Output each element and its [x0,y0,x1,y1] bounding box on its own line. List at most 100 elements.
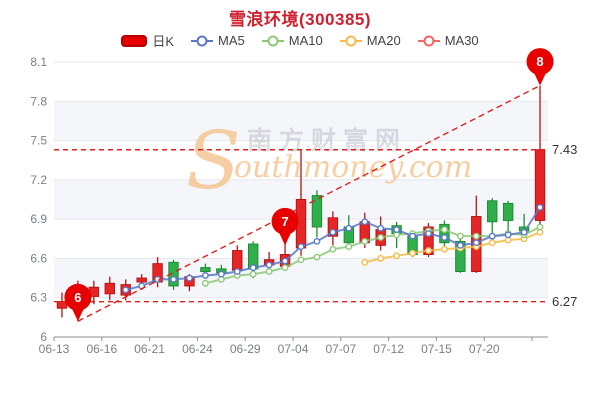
y-axis-label: 6.3 [30,291,47,305]
x-axis-label: 07-15 [421,342,452,356]
ma5-point [520,228,528,236]
ma5-point [441,234,448,241]
x-axis-label: 07-07 [325,342,356,356]
ma10-point [345,243,353,251]
ma5-point [456,241,464,249]
ma10-point [249,270,257,278]
watermark-en: outhmoney.com [234,150,472,185]
legend-label: MA5 [218,33,245,48]
candle-07-05[interactable] [311,195,323,228]
x-axis-label: 06-29 [230,342,261,356]
ma10-point [201,279,209,287]
legend-label: 日K [152,34,175,49]
ma10-point [456,232,464,240]
candle-06-20[interactable] [136,277,147,283]
ma5-point [313,238,321,245]
ref-line-label: 7.43 [552,142,577,157]
candle-07-21[interactable] [502,202,514,221]
x-axis-label: 06-13 [39,342,70,356]
candle-06-28[interactable] [232,250,243,271]
candle-06-24[interactable] [200,267,211,273]
trend-line [77,84,541,322]
x-axis-label: 06-24 [182,342,213,356]
ma10-point [281,264,289,271]
ma10-point [536,223,544,231]
ma5-point [249,264,257,271]
candlestick-swatch-icon [121,34,148,47]
ma5-point [297,243,305,251]
ma10-point [329,245,337,253]
ma5-point [281,257,289,265]
candle-07-15[interactable] [439,223,450,244]
ma10-point [265,268,273,275]
ma5-point [504,231,512,239]
ma5-point [472,239,480,247]
ma10-point [472,232,480,240]
ma20-point [425,247,432,254]
ma5-point [233,268,241,275]
ma5-point [425,230,432,237]
marker-pin-label: 6 [74,290,81,305]
ma5-point [361,218,369,226]
legend: 日K MA5 MA10 MA20 MA30 [0,31,600,50]
legend-item-ma10[interactable]: MA10 [261,33,323,48]
ma5-point [122,286,130,294]
y-axis-label: 7.2 [30,173,47,187]
ma10-line [205,226,541,285]
y-axis-label: 6.6 [30,251,47,265]
ma20-point [377,255,385,262]
legend-item-ma5[interactable]: MA5 [191,33,245,48]
ma20-point [488,239,496,247]
marker-pin-8 [526,48,554,76]
ma10-point [297,256,305,264]
x-axis-label: 07-04 [278,342,309,356]
y-axis-label: 7.5 [30,134,47,148]
ma5-point [186,274,193,282]
y-axis-label: 8.1 [30,55,47,69]
chart-title: 雪浪环境(300385) [228,10,372,29]
ma5-point [377,224,385,232]
watermark-logo-icon: S [186,114,241,207]
ma5-point [409,232,416,240]
candle-06-13[interactable] [56,301,68,309]
candle-07-20[interactable] [487,200,498,223]
legend-item-dayk[interactable]: 日K [121,31,174,50]
x-axis-label: 07-20 [469,342,500,356]
ma5-point [329,228,337,236]
y-axis-label: 7.8 [30,94,47,108]
x-axis-label: 06-21 [134,342,165,356]
plot-band [54,101,548,141]
ma20-marker-icon [339,35,362,46]
y-axis-label: 6 [40,330,47,344]
legend-label: MA20 [366,33,401,48]
candle-07-18[interactable] [455,240,466,273]
x-axis-label: 06-16 [86,342,117,356]
ma20-point [393,252,401,260]
ma20-point [409,249,416,257]
candle-07-14[interactable] [423,226,434,255]
marker-pin-6 [64,283,92,311]
marker-pin-label: 7 [281,214,288,229]
ma5-marker-icon [191,35,214,46]
ma10-point [441,226,448,234]
legend-label: MA10 [288,33,323,48]
ma5-point [265,261,273,269]
legend-label: MA30 [444,33,479,48]
x-axis-label: 07-12 [373,342,404,356]
candle-07-06[interactable] [327,217,339,237]
ma20-point [361,258,369,266]
ma10-marker-icon [261,35,284,46]
ma5-point [345,224,353,232]
legend-item-ma30[interactable]: MA30 [417,33,479,48]
ma5-point [170,275,177,283]
ma20-point [441,245,448,253]
ma5-point [393,226,401,234]
legend-item-ma20[interactable]: MA20 [339,33,401,48]
marker-pin-label: 8 [536,54,543,69]
ma5-point [488,232,496,240]
ma5-point [217,270,225,278]
candle-06-16[interactable] [104,282,115,295]
ma5-point [201,272,209,279]
